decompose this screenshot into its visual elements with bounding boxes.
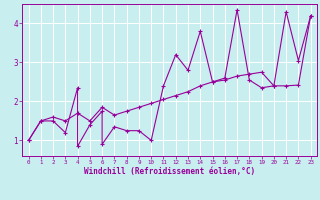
X-axis label: Windchill (Refroidissement éolien,°C): Windchill (Refroidissement éolien,°C)	[84, 167, 255, 176]
